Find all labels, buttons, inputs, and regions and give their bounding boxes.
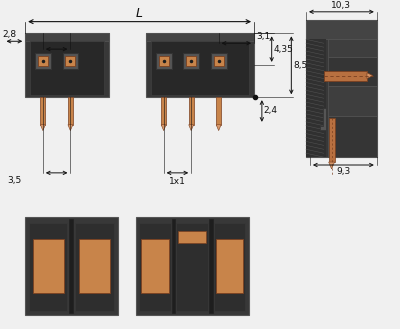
Bar bbox=[328, 57, 377, 87]
Bar bbox=[328, 87, 377, 116]
Bar bbox=[30, 41, 104, 95]
Bar bbox=[68, 97, 73, 125]
Text: 1x1: 1x1 bbox=[169, 177, 186, 186]
Bar bbox=[29, 223, 68, 311]
Bar bbox=[328, 39, 377, 57]
Text: 4,35: 4,35 bbox=[274, 45, 294, 54]
Bar bbox=[33, 239, 64, 293]
Bar bbox=[136, 217, 249, 315]
Bar bbox=[214, 56, 224, 66]
Bar bbox=[159, 56, 168, 66]
Bar bbox=[79, 239, 110, 293]
Polygon shape bbox=[367, 73, 373, 79]
Bar bbox=[25, 34, 109, 97]
Bar bbox=[25, 34, 109, 41]
Bar bbox=[40, 97, 45, 125]
Bar bbox=[216, 239, 243, 293]
Bar bbox=[25, 217, 118, 315]
Bar bbox=[306, 20, 377, 157]
Bar bbox=[141, 239, 168, 293]
Text: 10,3: 10,3 bbox=[332, 1, 352, 10]
Bar bbox=[176, 223, 208, 311]
Bar bbox=[189, 97, 194, 125]
Text: 3,1: 3,1 bbox=[256, 32, 270, 41]
Bar bbox=[139, 223, 170, 311]
Bar bbox=[62, 53, 78, 69]
Bar bbox=[35, 53, 51, 69]
Bar bbox=[216, 97, 221, 125]
Polygon shape bbox=[40, 125, 45, 131]
Bar bbox=[324, 71, 367, 81]
Bar bbox=[186, 56, 196, 66]
Text: L: L bbox=[136, 7, 143, 20]
Bar bbox=[66, 56, 75, 66]
Polygon shape bbox=[329, 162, 334, 169]
Bar bbox=[146, 34, 254, 97]
Bar bbox=[161, 97, 166, 125]
Bar bbox=[172, 219, 176, 313]
Bar bbox=[146, 34, 254, 41]
Bar bbox=[69, 219, 73, 313]
Text: 2,4: 2,4 bbox=[264, 107, 278, 115]
Bar bbox=[214, 223, 245, 311]
Bar bbox=[151, 41, 249, 95]
Polygon shape bbox=[216, 125, 221, 131]
Bar bbox=[209, 219, 213, 313]
Text: 8,5: 8,5 bbox=[293, 61, 308, 70]
Bar bbox=[306, 20, 377, 39]
Polygon shape bbox=[161, 125, 166, 131]
Bar bbox=[156, 53, 172, 69]
Bar bbox=[38, 56, 48, 66]
Bar bbox=[183, 53, 199, 69]
Bar bbox=[75, 223, 114, 311]
Text: 3,5: 3,5 bbox=[7, 176, 21, 185]
Bar bbox=[306, 39, 326, 157]
Bar bbox=[328, 116, 377, 157]
Bar bbox=[329, 118, 334, 162]
Text: 9,3: 9,3 bbox=[336, 167, 350, 176]
Bar bbox=[211, 53, 226, 69]
Polygon shape bbox=[189, 125, 194, 131]
Polygon shape bbox=[320, 108, 326, 130]
Text: 2,8: 2,8 bbox=[3, 30, 17, 39]
Bar bbox=[178, 231, 206, 242]
Polygon shape bbox=[68, 125, 73, 131]
